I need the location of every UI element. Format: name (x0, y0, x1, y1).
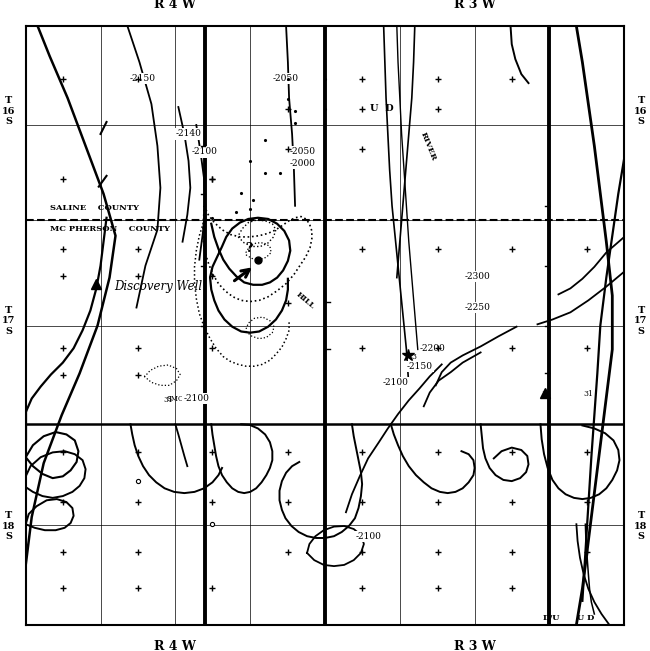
Text: T
17
S: T 17 S (3, 306, 16, 336)
Text: HILL: HILL (294, 290, 316, 311)
Text: -2100: -2100 (183, 394, 209, 403)
Text: T
16
S: T 16 S (634, 96, 647, 126)
Text: -2100: -2100 (191, 147, 217, 156)
Text: -2000: -2000 (289, 159, 315, 169)
Text: 31: 31 (584, 391, 593, 398)
Text: 31: 31 (163, 396, 173, 404)
Text: -2150: -2150 (129, 74, 155, 83)
Text: T
18
S: T 18 S (3, 511, 16, 541)
Text: -2300: -2300 (465, 272, 491, 281)
Text: -2150: -2150 (406, 362, 432, 370)
Text: -2050: -2050 (273, 74, 299, 83)
Text: -2140: -2140 (176, 130, 202, 139)
Text: ?: ? (245, 242, 252, 255)
Text: SALINE    COUNTY: SALINE COUNTY (49, 204, 138, 212)
Text: T
16
S: T 16 S (3, 96, 16, 126)
Text: -2100: -2100 (383, 378, 409, 387)
Text: R 3 W: R 3 W (454, 640, 495, 651)
Text: D/U: D/U (543, 614, 560, 622)
Text: 3: 3 (411, 353, 416, 361)
Text: -2200: -2200 (420, 344, 446, 353)
Text: R 4 W: R 4 W (155, 640, 196, 651)
Text: SMOOT: SMOOT (166, 395, 194, 402)
Text: MC PHERSON    COUNTY: MC PHERSON COUNTY (49, 225, 170, 233)
Text: U  D: U D (370, 104, 394, 113)
Text: 34: 34 (541, 391, 551, 398)
Text: RIVER: RIVER (419, 130, 437, 161)
Text: R 4 W: R 4 W (155, 0, 196, 11)
Text: -2100: -2100 (355, 532, 381, 541)
Text: -2050: -2050 (289, 147, 315, 156)
Text: U D: U D (577, 614, 595, 622)
Text: R 3 W: R 3 W (454, 0, 495, 11)
Text: -2250: -2250 (465, 303, 491, 312)
Text: T
18
S: T 18 S (634, 511, 647, 541)
Text: Discovery Well: Discovery Well (114, 280, 202, 293)
Text: T
17
S: T 17 S (634, 306, 647, 336)
